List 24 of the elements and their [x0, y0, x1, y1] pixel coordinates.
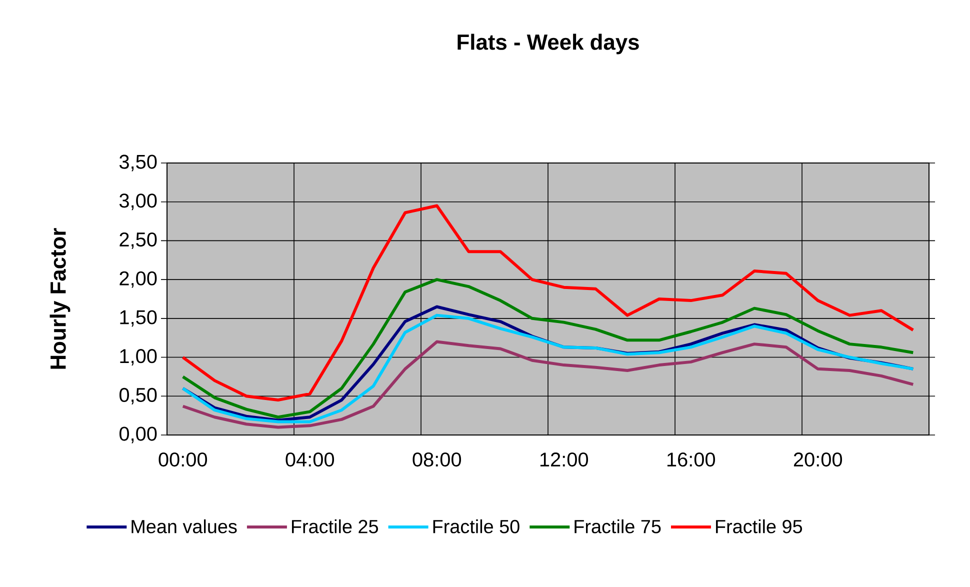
line-series — [181, 204, 915, 402]
y-tick-label: 1,00 — [120, 349, 157, 366]
x-tick-label: 00:00 — [158, 452, 208, 467]
x-tick-label: 20:00 — [794, 452, 842, 467]
y-axis-title: Hourly Factor — [50, 228, 70, 369]
y-tick-label: 2,00 — [120, 271, 157, 288]
y-tick-label: 0,50 — [119, 388, 157, 404]
legend-label: Fractile 50 — [433, 519, 520, 534]
x-tick-label: 12:00 — [540, 452, 588, 467]
x-tick-label: 16:00 — [667, 452, 716, 467]
line-series — [181, 278, 915, 419]
legend-label: Fractile 25 — [292, 519, 378, 534]
y-tick-label: 0,00 — [119, 426, 157, 444]
y-tick-label: 3,50 — [119, 154, 157, 172]
y-tick-label: 2,50 — [120, 232, 157, 249]
chart-title: Flats - Week days — [458, 34, 639, 54]
x-tick-label: 04:00 — [286, 452, 334, 467]
legend-label: Fractile 95 — [716, 519, 802, 534]
legend-label: Mean values — [132, 519, 237, 534]
x-tick-label: 08:00 — [412, 452, 462, 467]
y-tick-label: 3,00 — [119, 194, 157, 210]
line-series — [181, 340, 915, 429]
y-tick-label: 1,50 — [120, 310, 157, 327]
legend-label: Fractile 75 — [574, 519, 661, 534]
